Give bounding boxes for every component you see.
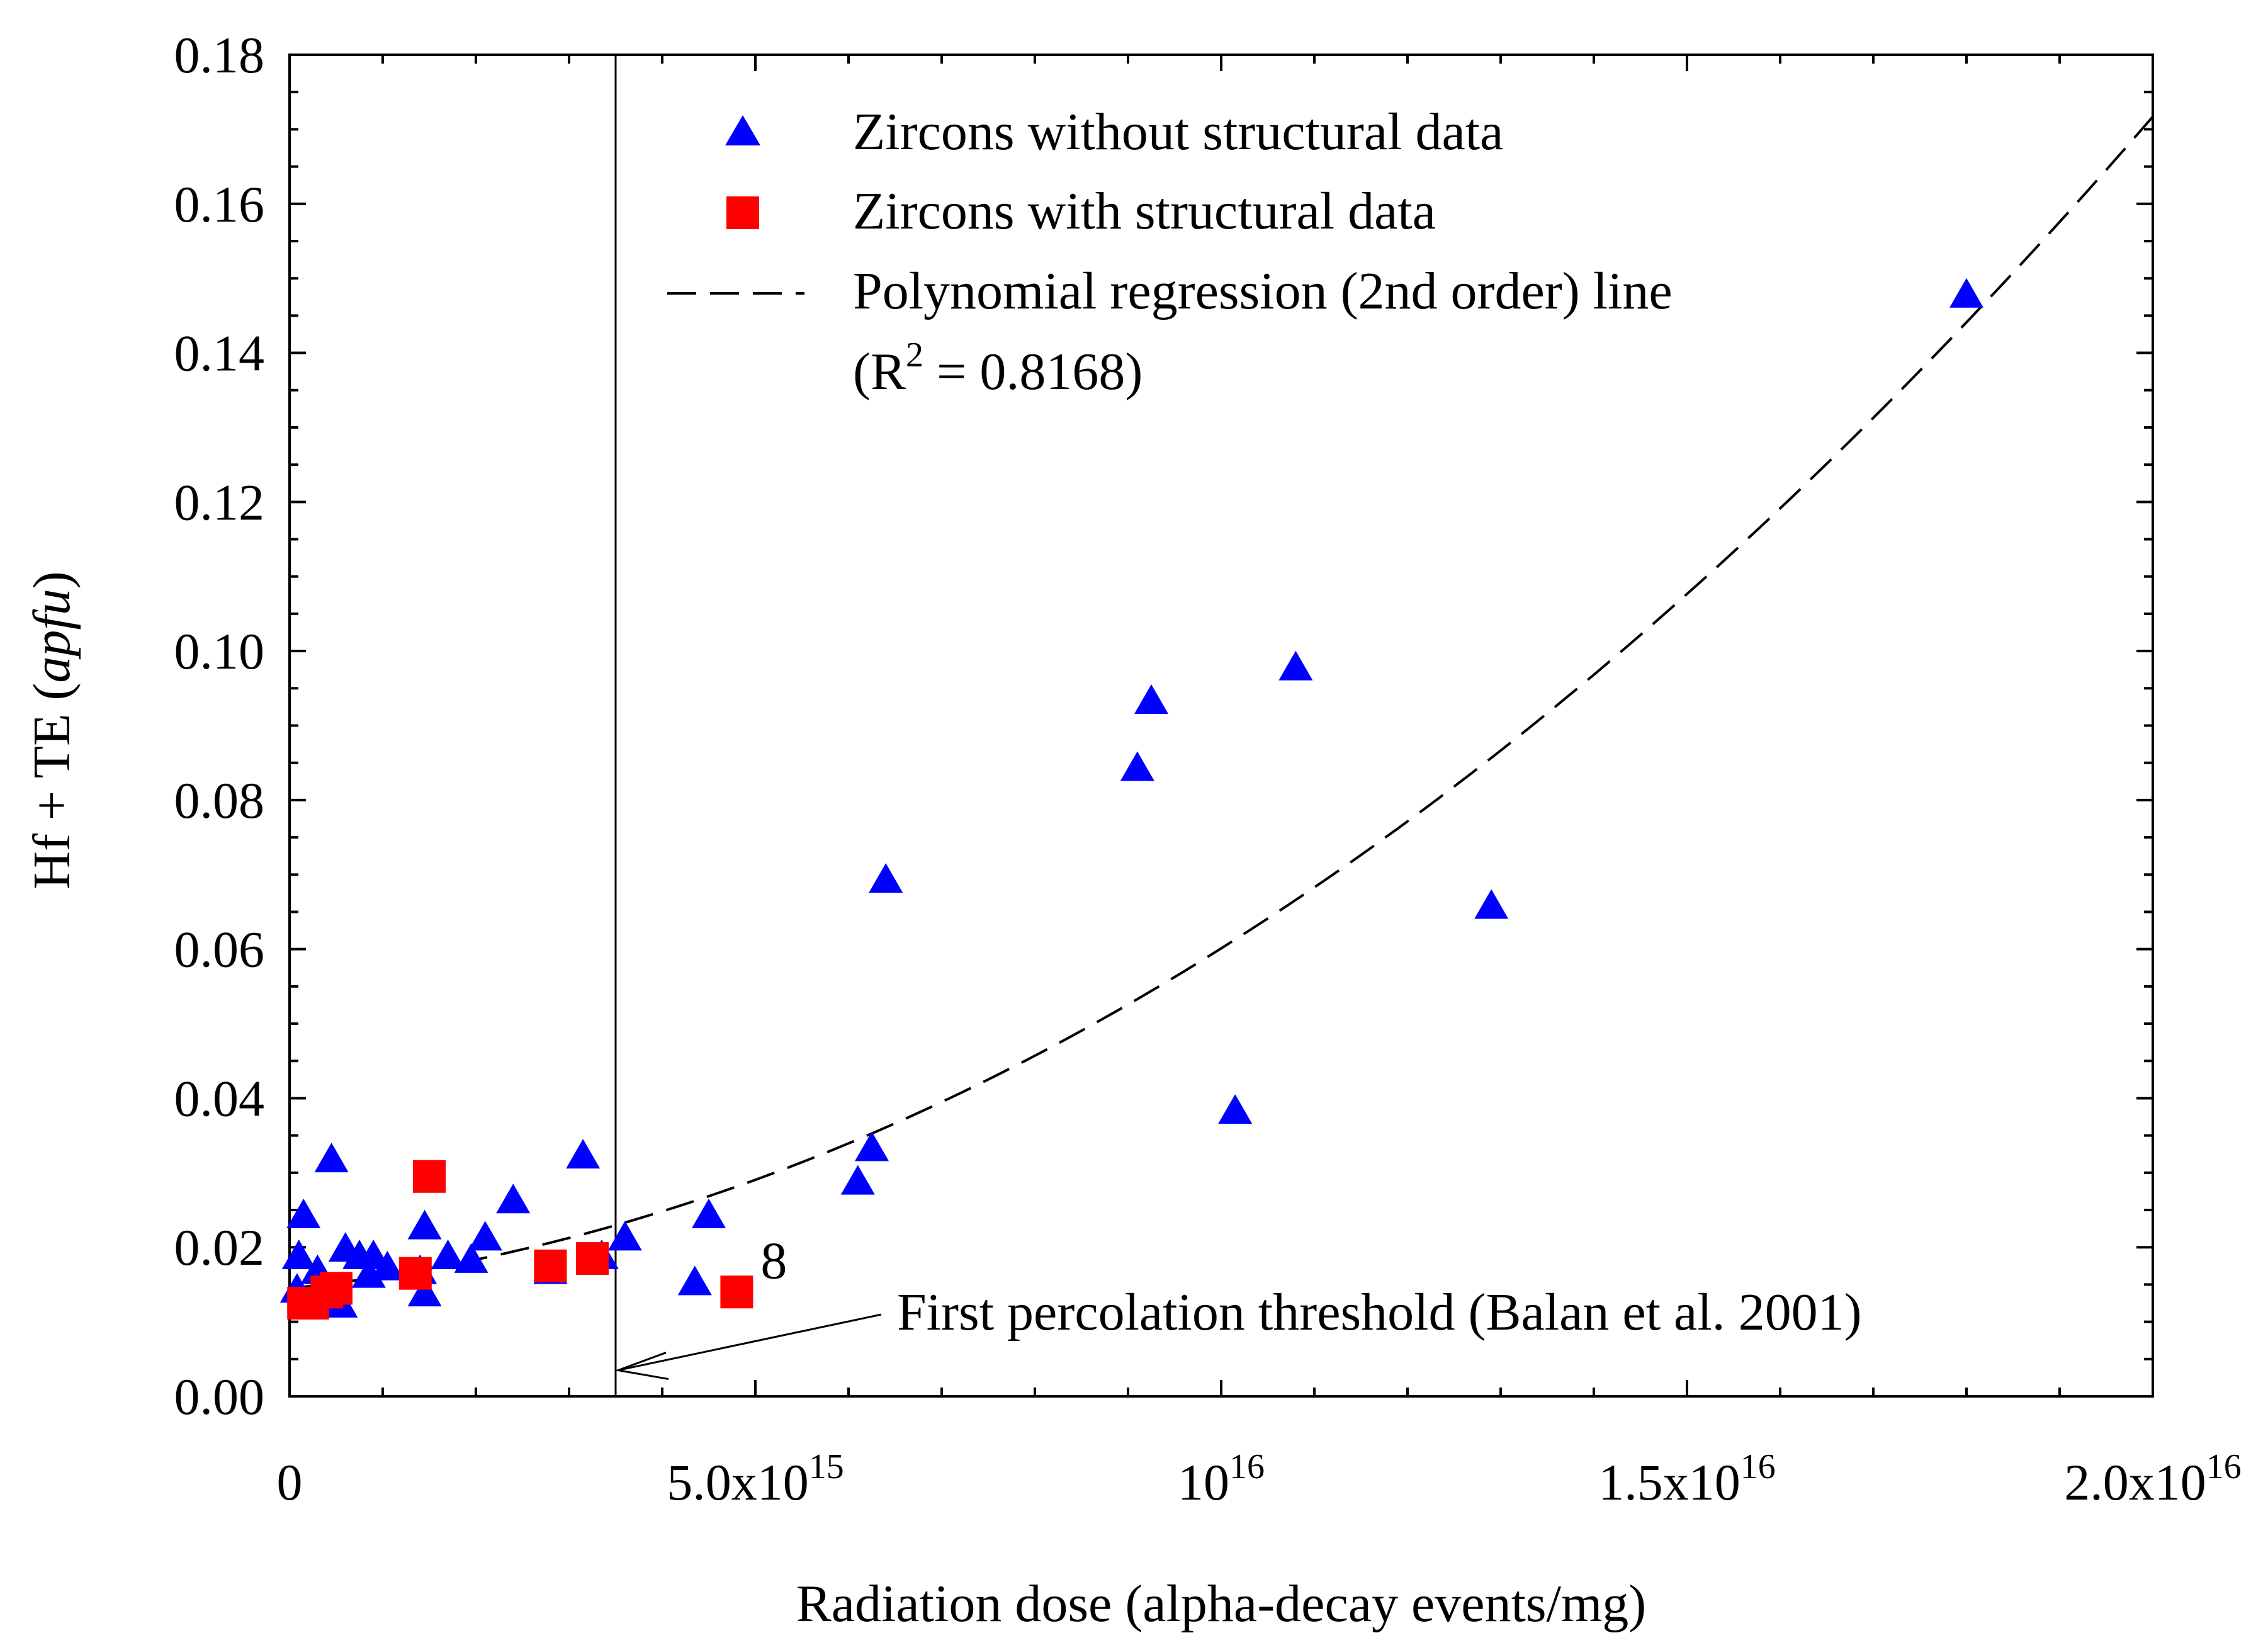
data-point-triangle [351, 1258, 386, 1288]
data-point-triangle [407, 1277, 442, 1307]
data-point-square [720, 1275, 753, 1309]
data-point-triangle [840, 1165, 875, 1195]
data-point-triangle [1134, 684, 1168, 714]
data-point-triangle [566, 1139, 601, 1169]
threshold-arrow-head [614, 1352, 669, 1381]
y-axis-title-main: Hf + TE [23, 714, 81, 890]
data-point-triangle [286, 1198, 321, 1228]
y-tick-label: 0.00 [174, 1368, 265, 1425]
r2-exponent: 2 [906, 336, 923, 375]
data-point-triangle [869, 863, 903, 893]
data-point-triangle [855, 1131, 889, 1162]
y-axis-tick-labels: 0.00 0.02 0.04 0.06 0.08 0.10 0.12 0.14 0.16 0.18 [174, 26, 265, 1425]
y-tick-label: 0.18 [174, 26, 265, 84]
data-point-square [320, 1272, 353, 1305]
y-tick-label: 0.10 [174, 623, 265, 680]
data-point-triangle [1120, 751, 1154, 781]
y-tick-label: 0.12 [174, 473, 265, 531]
r2-prefix: (R [853, 342, 906, 401]
data-point-square [398, 1257, 432, 1290]
data-point-triangle [468, 1221, 502, 1251]
legend-label-regression: Polynomial regression (2nd order) line [853, 262, 1673, 320]
data-point-triangle [496, 1184, 531, 1214]
data-point-triangle [692, 1198, 726, 1228]
y-tick-label: 0.06 [174, 921, 265, 978]
y-axis-ticks [290, 54, 2153, 1398]
legend-square-marker [726, 196, 759, 229]
x-tick-label: 0 [277, 1454, 303, 1511]
legend: Zircons without structural data Zircons … [667, 103, 1673, 401]
x-axis-title: Radiation dose (alpha-decay events/mg) [796, 1574, 1647, 1633]
legend-r2: (R2 = 0.8168) [853, 336, 1142, 401]
data-point-triangle [1278, 650, 1313, 681]
y-tick-label: 0.16 [174, 176, 265, 233]
x-tick-label: 1.5x1016 [1598, 1447, 1776, 1511]
y-tick-label: 0.02 [174, 1219, 265, 1276]
data-point-triangle [314, 1143, 349, 1173]
series-with-structural-data [287, 1160, 753, 1320]
threshold-arrow [618, 1313, 882, 1372]
x-tick-label: 1016 [1178, 1447, 1265, 1511]
y-tick-label: 0.08 [174, 772, 265, 829]
regression-line [289, 115, 2154, 1290]
legend-label-with: Zircons with structural data [853, 182, 1436, 240]
data-point-triangle [281, 1239, 316, 1269]
y-tick-label: 0.14 [174, 325, 265, 382]
data-point-square [413, 1160, 446, 1193]
data-point-square [576, 1241, 609, 1275]
x-axis-tick-labels: 0 5.0x1015 1016 1.5x1016 2.0x1016 [277, 1447, 2242, 1511]
y-tick-label: 0.04 [174, 1070, 265, 1127]
data-point-triangle [431, 1239, 465, 1269]
data-point-square [534, 1249, 567, 1282]
data-point-triangle [407, 1209, 442, 1240]
y-axis-title: Hf + TE (apfu) [23, 571, 81, 889]
y-axis-title-unit: apfu [23, 589, 81, 682]
threshold-label: First percolation threshold (Balan et al… [897, 1283, 1862, 1342]
data-point-triangle [1474, 889, 1509, 919]
r2-value: = 0.8168) [923, 342, 1142, 401]
data-point-triangle [454, 1243, 488, 1273]
x-axis-ticks [288, 55, 2154, 1396]
point-label-8: 8 [760, 1231, 787, 1290]
data-point-triangle [1218, 1094, 1253, 1124]
legend-triangle-marker [725, 115, 760, 145]
data-point-triangle [607, 1221, 642, 1251]
data-point-triangle [1949, 278, 1983, 308]
data-point-triangle [677, 1265, 712, 1296]
x-tick-label: 2.0x1016 [2064, 1447, 2242, 1511]
data-point-triangle [370, 1250, 405, 1280]
legend-label-without: Zircons without structural data [853, 103, 1503, 161]
x-tick-label: 5.0x1015 [667, 1447, 844, 1511]
